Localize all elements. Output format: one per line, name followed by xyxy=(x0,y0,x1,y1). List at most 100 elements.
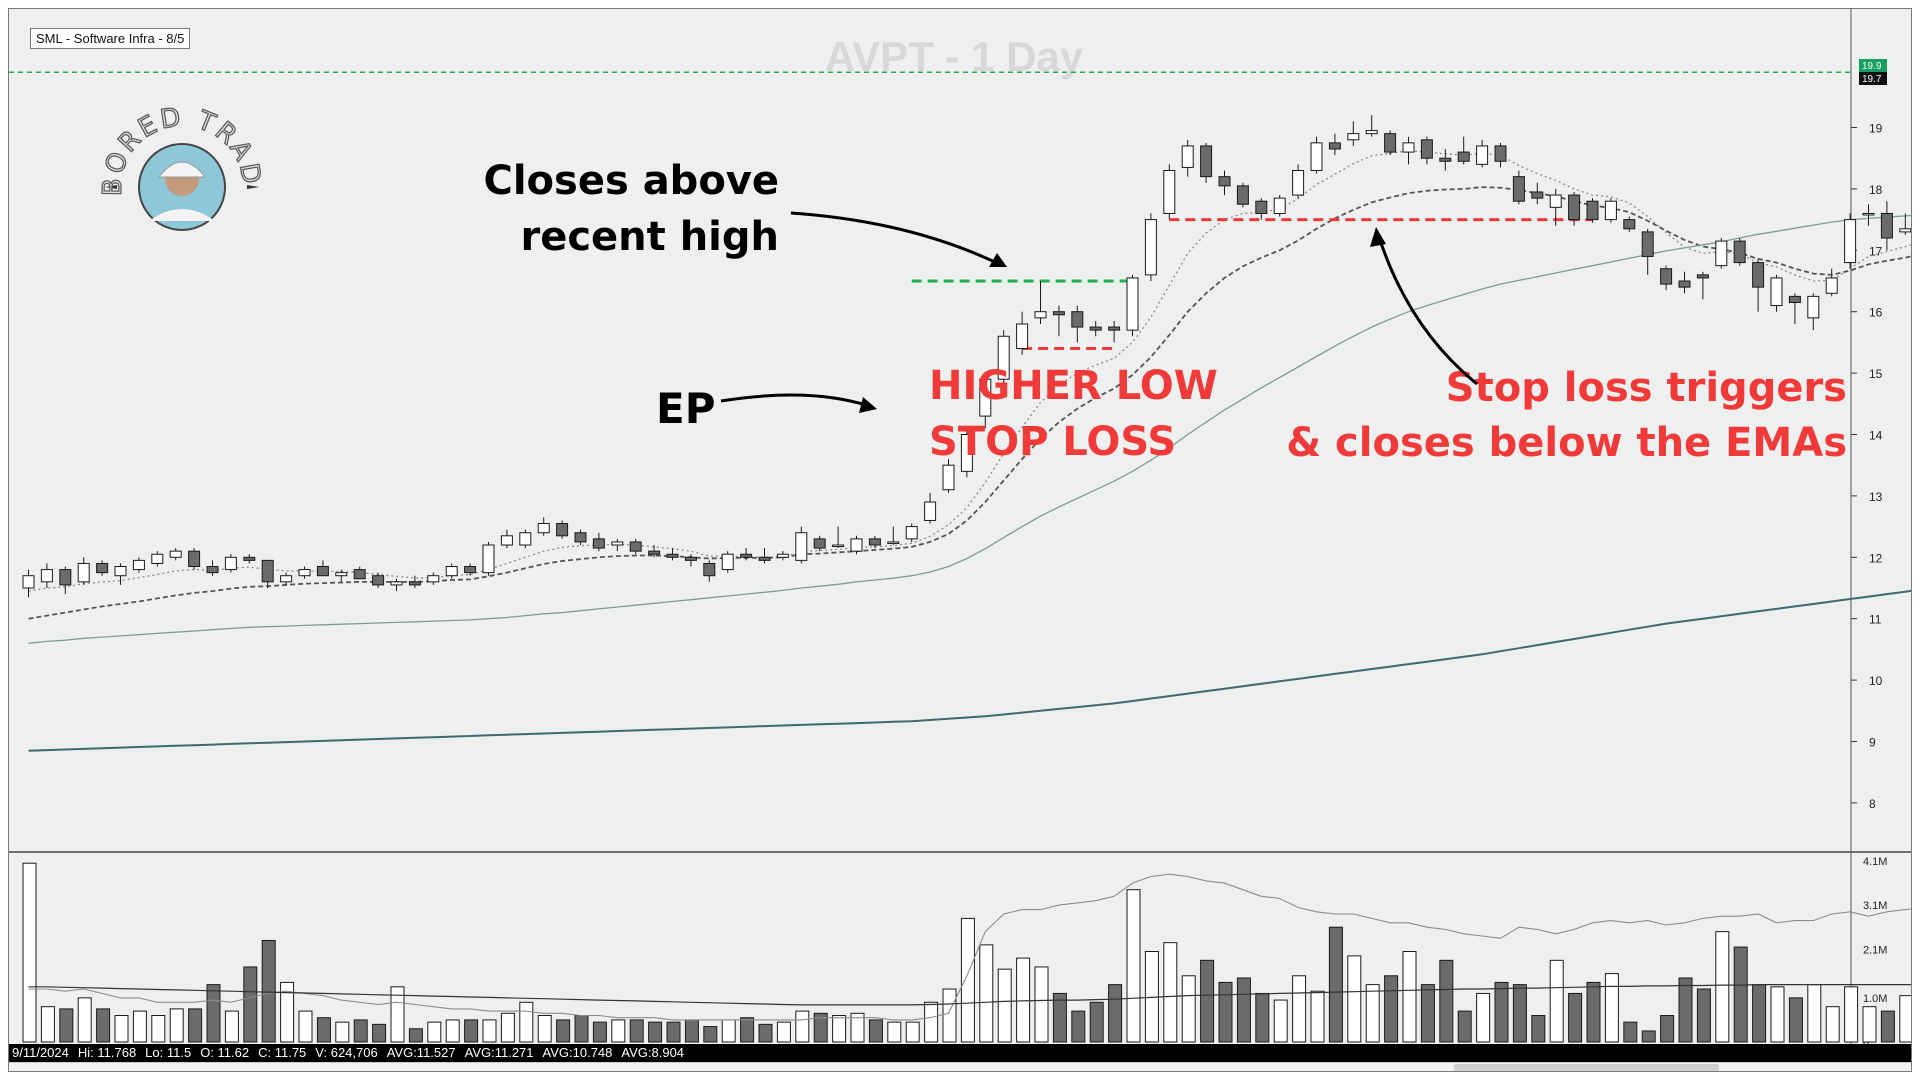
price-tag-label: 19.9 xyxy=(1862,61,1882,72)
candle-body xyxy=(1788,295,1801,303)
status-avg4: AVG:8.904 xyxy=(621,1045,685,1060)
candle-body xyxy=(1144,219,1157,276)
candle xyxy=(1071,305,1084,343)
candle-body xyxy=(1328,142,1341,150)
candle-body xyxy=(1494,145,1507,162)
volume-bar xyxy=(721,1019,736,1043)
ma-line-solid-thick xyxy=(28,589,1911,752)
candle-body xyxy=(114,566,127,577)
volume-bar xyxy=(795,1010,810,1043)
candle xyxy=(1310,136,1323,174)
volume-bar xyxy=(519,1001,534,1043)
candle-body xyxy=(353,569,366,580)
horizontal-scrollbar[interactable] xyxy=(9,1062,1911,1071)
price-tick-label: 8 xyxy=(1869,797,1876,811)
candle xyxy=(1770,274,1783,312)
candle-body xyxy=(1899,228,1911,233)
candle-body xyxy=(1752,262,1765,288)
volume-bar xyxy=(372,1023,387,1043)
volume-bar xyxy=(1439,959,1454,1043)
candle-body xyxy=(1310,142,1323,171)
volume-bar xyxy=(1568,992,1583,1043)
candlesticks xyxy=(22,115,1911,598)
candle xyxy=(1476,139,1489,168)
annotations: Closes above recent high EP HIGHER LOW S… xyxy=(483,158,1847,466)
volume-bar xyxy=(40,1006,55,1043)
scrollbar-thumb[interactable] xyxy=(1454,1064,1719,1071)
volume-bar xyxy=(666,1021,681,1043)
candle-body xyxy=(887,541,900,544)
candle xyxy=(114,563,127,585)
candle-body xyxy=(832,544,845,548)
candle xyxy=(335,569,348,582)
arrow-stop xyxy=(1377,236,1478,386)
volume-bar xyxy=(1365,984,1380,1043)
candle xyxy=(1733,238,1746,266)
candle xyxy=(316,560,329,577)
volume-bar xyxy=(132,1010,147,1043)
price-tick-label: 11 xyxy=(1869,613,1882,627)
volume-bar xyxy=(924,1001,939,1043)
candle xyxy=(1788,293,1801,324)
candle xyxy=(1715,238,1728,269)
candle xyxy=(1328,133,1341,156)
price-tick-label: 15 xyxy=(1869,367,1883,381)
candle-body xyxy=(1218,176,1231,187)
candle-body xyxy=(1034,311,1047,319)
volume-bar xyxy=(1678,977,1693,1043)
candle xyxy=(703,560,716,582)
candle xyxy=(1016,311,1029,355)
candle-body xyxy=(40,569,53,583)
candle xyxy=(1420,136,1433,165)
candle xyxy=(758,548,771,564)
candle-body xyxy=(1476,145,1489,165)
volume-bar xyxy=(1292,975,1307,1043)
volume-bar xyxy=(261,939,276,1043)
volume-bar xyxy=(1604,973,1619,1043)
volume-bar xyxy=(408,1028,423,1043)
candle xyxy=(1052,305,1065,337)
candle xyxy=(77,557,90,585)
symbol-label[interactable]: SML - Software Infra - 8/5 xyxy=(30,28,191,49)
volume-bar xyxy=(1696,988,1711,1043)
candle-body xyxy=(666,553,679,558)
candle xyxy=(1255,198,1268,220)
candle-body xyxy=(445,566,458,577)
volume-bar xyxy=(1476,992,1491,1043)
status-high: Hi: 11.768 xyxy=(77,1045,137,1060)
volume-bar xyxy=(1899,995,1911,1043)
candle-body xyxy=(1696,274,1709,279)
price-tag-box xyxy=(1859,72,1887,85)
volume-bar xyxy=(850,1012,865,1043)
candle-body xyxy=(132,559,145,571)
candle xyxy=(1807,293,1820,331)
price-tag-label: 19.7 xyxy=(1862,74,1882,85)
candle-body xyxy=(482,544,495,574)
status-close: C: 11.75 xyxy=(258,1045,307,1060)
volume-bar xyxy=(1420,984,1435,1043)
candle-body xyxy=(1052,311,1065,316)
candle xyxy=(629,538,642,555)
candle-body xyxy=(1236,185,1249,205)
candle-body xyxy=(1678,280,1691,288)
volume-bar xyxy=(1862,1006,1877,1043)
candle xyxy=(740,548,753,561)
chart-window: AVPT - 1 Day 8 9 10 11 12 13 14 15 16 17 18 19 0 1.0… xyxy=(8,8,1912,1072)
candle xyxy=(132,557,145,573)
candle xyxy=(813,535,826,552)
candle xyxy=(1292,164,1305,199)
volume-bar xyxy=(243,966,258,1043)
volume-bar xyxy=(1733,946,1748,1043)
volume-bar xyxy=(740,1017,755,1043)
candle-body xyxy=(1586,200,1599,221)
candle-body xyxy=(261,559,274,583)
candle xyxy=(1034,281,1047,324)
volume-bar xyxy=(868,1019,883,1043)
candle-body xyxy=(335,572,348,577)
volume-bar xyxy=(1402,951,1417,1043)
volume-bar xyxy=(114,1015,129,1043)
candle-body xyxy=(1733,240,1746,264)
candle xyxy=(1494,142,1507,168)
candle-body xyxy=(77,562,90,583)
